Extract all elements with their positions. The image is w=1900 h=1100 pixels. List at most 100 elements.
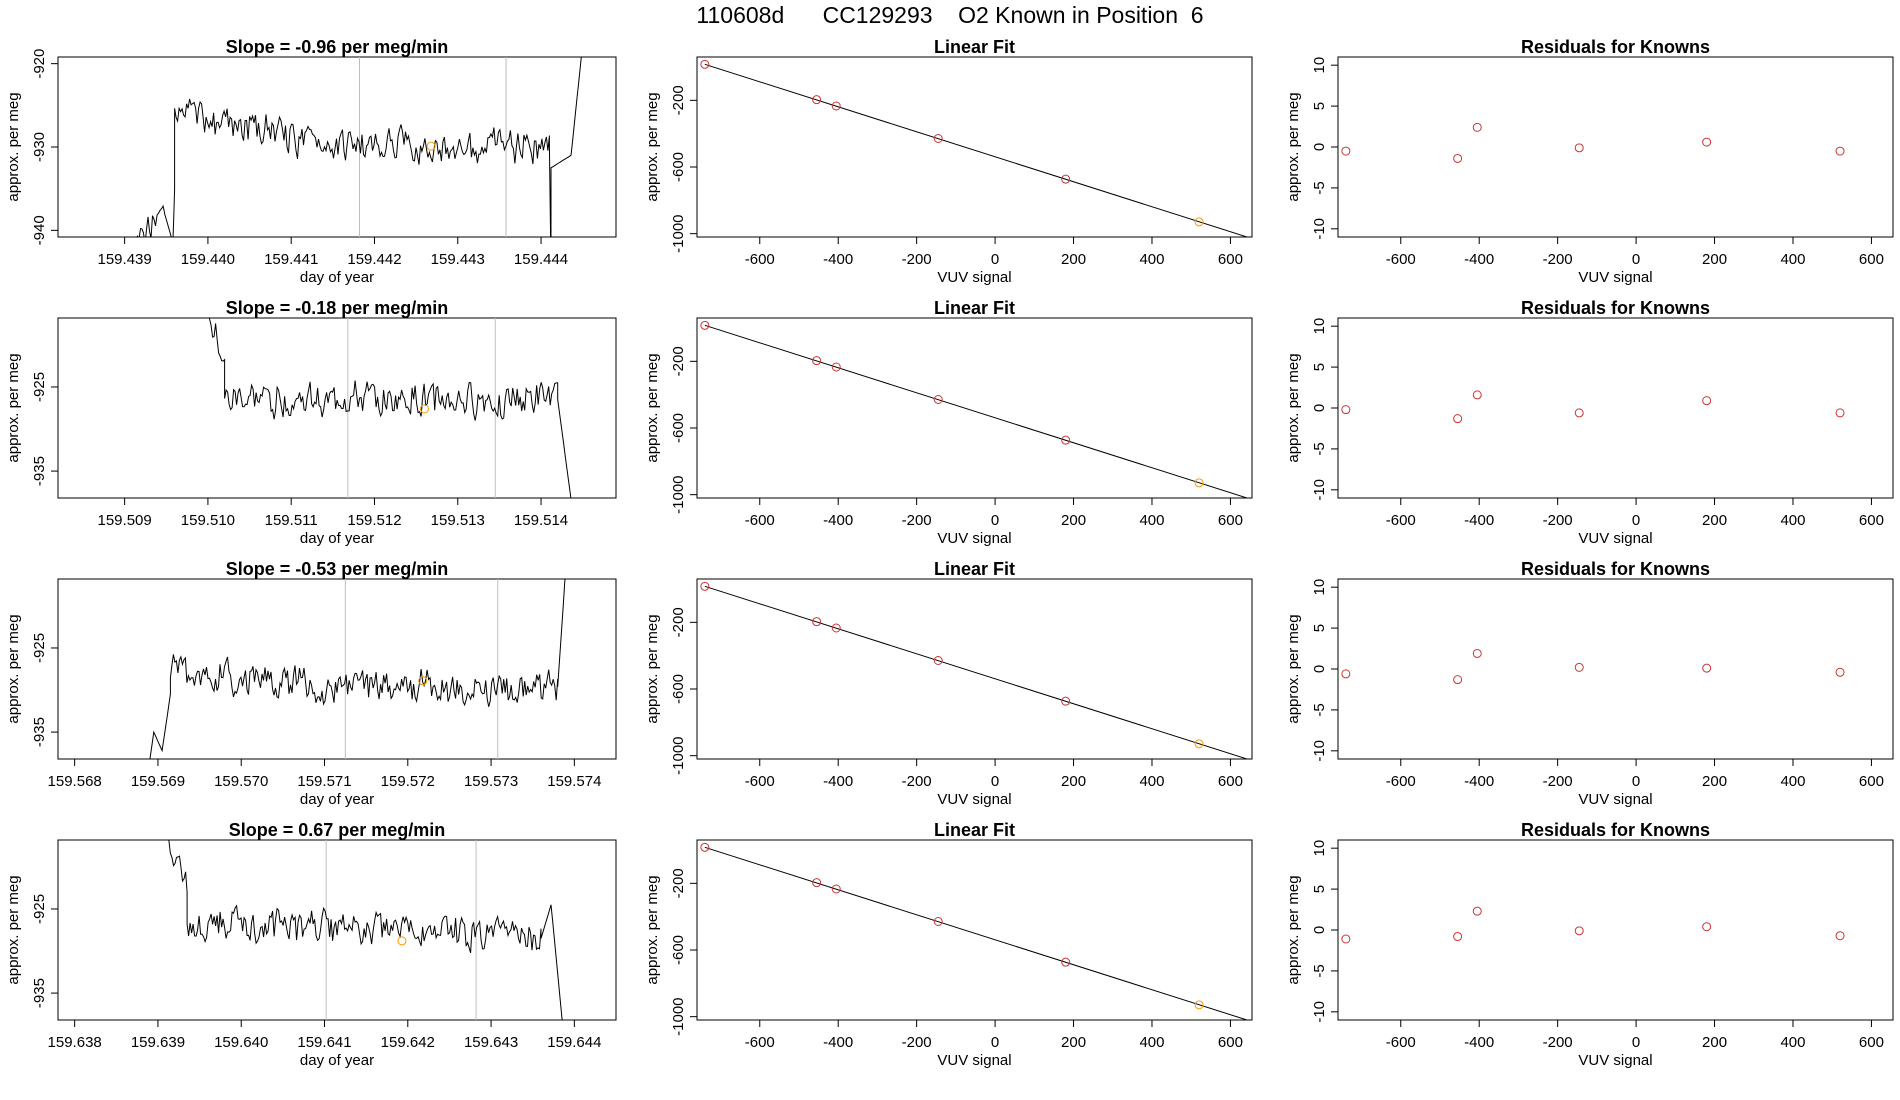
x-tick-label: 159.514	[514, 512, 568, 529]
plot-frame	[57, 317, 617, 499]
plot-frame	[696, 839, 1253, 1021]
y-tick-label: 0	[1311, 404, 1328, 412]
x-tick-label: 400	[1139, 512, 1164, 529]
mean-marker	[397, 936, 407, 946]
plot-frame	[1337, 578, 1894, 760]
panel-3-1: Slope = -0.53 per meg/min 159.568 159.569 1…	[5, 559, 617, 808]
y-tick-label: -925	[31, 894, 48, 924]
x-tick-label: 159.641	[297, 1034, 351, 1051]
mean-marker	[419, 404, 429, 414]
plot-frame	[57, 578, 617, 760]
x-tick-label: 400	[1139, 773, 1164, 790]
plot-frame	[696, 317, 1253, 499]
x-tick-label: -400	[1464, 1034, 1494, 1051]
x-tick-label: 0	[991, 251, 999, 268]
x-tick-label: -600	[1386, 512, 1416, 529]
x-tick-label: 400	[1139, 1034, 1164, 1051]
y-tick-label: -600	[670, 935, 687, 965]
x-axis-label: VUV signal	[937, 791, 1011, 808]
signal-trace	[149, 579, 566, 759]
y-tick-label: -925	[31, 633, 48, 663]
panel-1-3: Residuals for Knowns -600 -400 -200 0 200 400 6…	[1285, 37, 1894, 286]
x-tick-label: 0	[991, 1034, 999, 1051]
fit-point	[933, 395, 943, 404]
panel-4-2: Linear Fit -600 -400 -200 0 200 400 600 -200 -600…	[644, 820, 1253, 1069]
residual-point	[1574, 143, 1584, 153]
x-tick-label: 159.642	[381, 1034, 435, 1051]
x-tick-label: -200	[902, 251, 932, 268]
x-tick-label: 600	[1218, 512, 1243, 529]
y-tick-label: -940	[31, 215, 48, 245]
x-tick-label: 0	[991, 512, 999, 529]
y-tick-label: -1000	[670, 214, 687, 252]
y-tick-label: -600	[670, 152, 687, 182]
panel-title: Residuals for Knowns	[1521, 37, 1710, 57]
x-tick-label: 200	[1061, 251, 1086, 268]
fit-point	[1194, 478, 1204, 488]
panel-title: Linear Fit	[934, 298, 1015, 318]
y-axis-label: approx. per meg	[1285, 92, 1302, 201]
residual-point	[1472, 648, 1482, 658]
x-axis-label: day of year	[300, 1052, 374, 1069]
y-tick-label: 5	[1311, 363, 1328, 371]
panel-2-1: Slope = -0.18 per meg/min 159.509 159.510 1…	[5, 298, 617, 547]
residual-point	[1453, 932, 1463, 942]
y-tick-label: 10	[1311, 579, 1328, 596]
fit-point	[700, 581, 710, 591]
residual-point	[1341, 405, 1351, 415]
panel-1-2: Linear Fit -600 -400 -200 0 200 400 600 -200 -600…	[644, 37, 1253, 286]
fit-point	[831, 884, 841, 894]
residual-point	[1574, 926, 1584, 936]
x-tick-label: 200	[1702, 773, 1727, 790]
x-tick-label: 159.511	[265, 512, 318, 529]
fit-point	[1061, 435, 1071, 445]
x-tick-label: 159.643	[464, 1034, 518, 1051]
y-tick-label: -5	[1311, 442, 1328, 455]
residual-point	[1835, 146, 1845, 156]
x-tick-label: -400	[1464, 773, 1494, 790]
fit-point	[812, 878, 822, 888]
x-tick-label: 159.639	[131, 1034, 185, 1051]
y-axis-label: approx. per meg	[5, 614, 22, 723]
x-axis-label: VUV signal	[937, 269, 1011, 286]
fit-point	[812, 617, 822, 627]
x-tick-label: 200	[1702, 251, 1727, 268]
panel-4-3: Residuals for Knowns -600 -400 -200 0 200 400 6…	[1285, 820, 1894, 1069]
y-axis-label: approx. per meg	[644, 875, 661, 984]
x-tick-label: 159.640	[214, 1034, 268, 1051]
fit-point	[1194, 739, 1204, 749]
x-tick-label: 200	[1061, 512, 1086, 529]
y-axis-label: approx. per meg	[644, 614, 661, 723]
residual-point	[1472, 122, 1482, 132]
fit-point	[831, 362, 841, 372]
x-tick-label: 0	[1632, 773, 1640, 790]
fit-line	[704, 324, 1249, 498]
x-tick-label: 600	[1859, 1034, 1884, 1051]
x-axis-label: VUV signal	[937, 1052, 1011, 1069]
y-axis-label: approx. per meg	[1285, 875, 1302, 984]
x-tick-label: 200	[1702, 1034, 1727, 1051]
x-tick-label: -600	[1386, 1034, 1416, 1051]
x-tick-label: -400	[823, 512, 853, 529]
y-tick-label: -600	[670, 674, 687, 704]
x-tick-label: 400	[1139, 251, 1164, 268]
page-title: 110608d CC129293 O2 Known in Position 6	[696, 2, 1204, 28]
panel-title: Residuals for Knowns	[1521, 559, 1710, 579]
residual-point	[1702, 137, 1712, 147]
y-axis-label: approx. per meg	[5, 92, 22, 201]
x-tick-label: -200	[902, 773, 932, 790]
fit-point	[812, 95, 822, 105]
residual-point	[1341, 669, 1351, 679]
y-tick-label: 0	[1311, 143, 1328, 151]
signal-trace	[208, 318, 572, 498]
plot-frame	[1337, 56, 1894, 238]
x-tick-label: 200	[1061, 773, 1086, 790]
mean-marker	[426, 141, 436, 151]
y-tick-label: 0	[1311, 926, 1328, 934]
x-tick-label: -200	[1543, 773, 1573, 790]
y-tick-label: 5	[1311, 885, 1328, 893]
x-axis-label: day of year	[300, 269, 374, 286]
fit-point	[933, 656, 943, 665]
x-axis-label: day of year	[300, 530, 374, 547]
y-tick-label: -5	[1311, 703, 1328, 716]
